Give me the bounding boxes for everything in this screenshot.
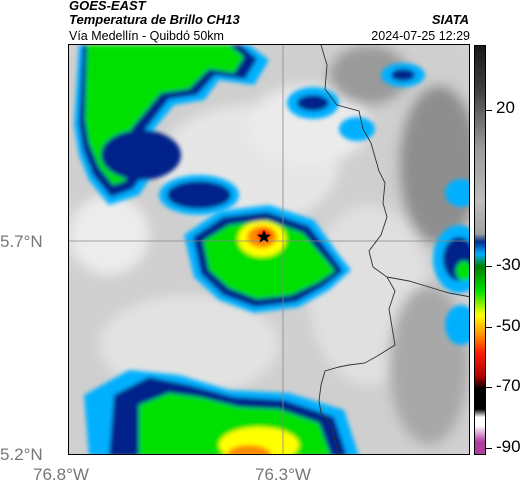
timestamp-label: 2024-07-25 12:29 bbox=[371, 29, 470, 43]
cloud-cluster-northwest bbox=[74, 45, 269, 215]
colorbar-tick bbox=[486, 110, 492, 111]
colorbar-label: 20 bbox=[496, 98, 515, 117]
colorbar-tick bbox=[486, 387, 492, 388]
colorbar-label: -30 bbox=[496, 255, 521, 274]
star-icon bbox=[256, 230, 272, 243]
product-title: Temperatura de Brillo CH13 bbox=[69, 12, 240, 27]
satellite-map bbox=[68, 44, 470, 455]
satellite-title: GOES-EAST bbox=[69, 0, 146, 13]
colorbar-label: -70 bbox=[496, 376, 521, 395]
colorbar-label: -90 bbox=[496, 437, 521, 456]
latitude-label: 5.2°N bbox=[0, 445, 43, 464]
colorbar-label: -50 bbox=[496, 316, 521, 335]
department-border-east bbox=[386, 276, 469, 298]
storm-south bbox=[84, 370, 359, 454]
colorbar-tick bbox=[486, 266, 492, 267]
cloud-cells-northeast bbox=[287, 63, 469, 345]
latitude-label: 5.7°N bbox=[0, 232, 43, 251]
organization-label: SIATA bbox=[431, 12, 469, 27]
longitude-label: 76.8°W bbox=[33, 465, 89, 484]
temperature-colorbar bbox=[474, 45, 486, 455]
route-subtitle: Vía Medellín - Quibdó 50km bbox=[69, 29, 224, 43]
longitude-label: 76.3°W bbox=[255, 465, 311, 484]
storm-central bbox=[184, 205, 351, 313]
colorbar-tick bbox=[486, 327, 492, 328]
colorbar-tick bbox=[486, 448, 492, 449]
brightness-temperature-field bbox=[69, 45, 469, 454]
